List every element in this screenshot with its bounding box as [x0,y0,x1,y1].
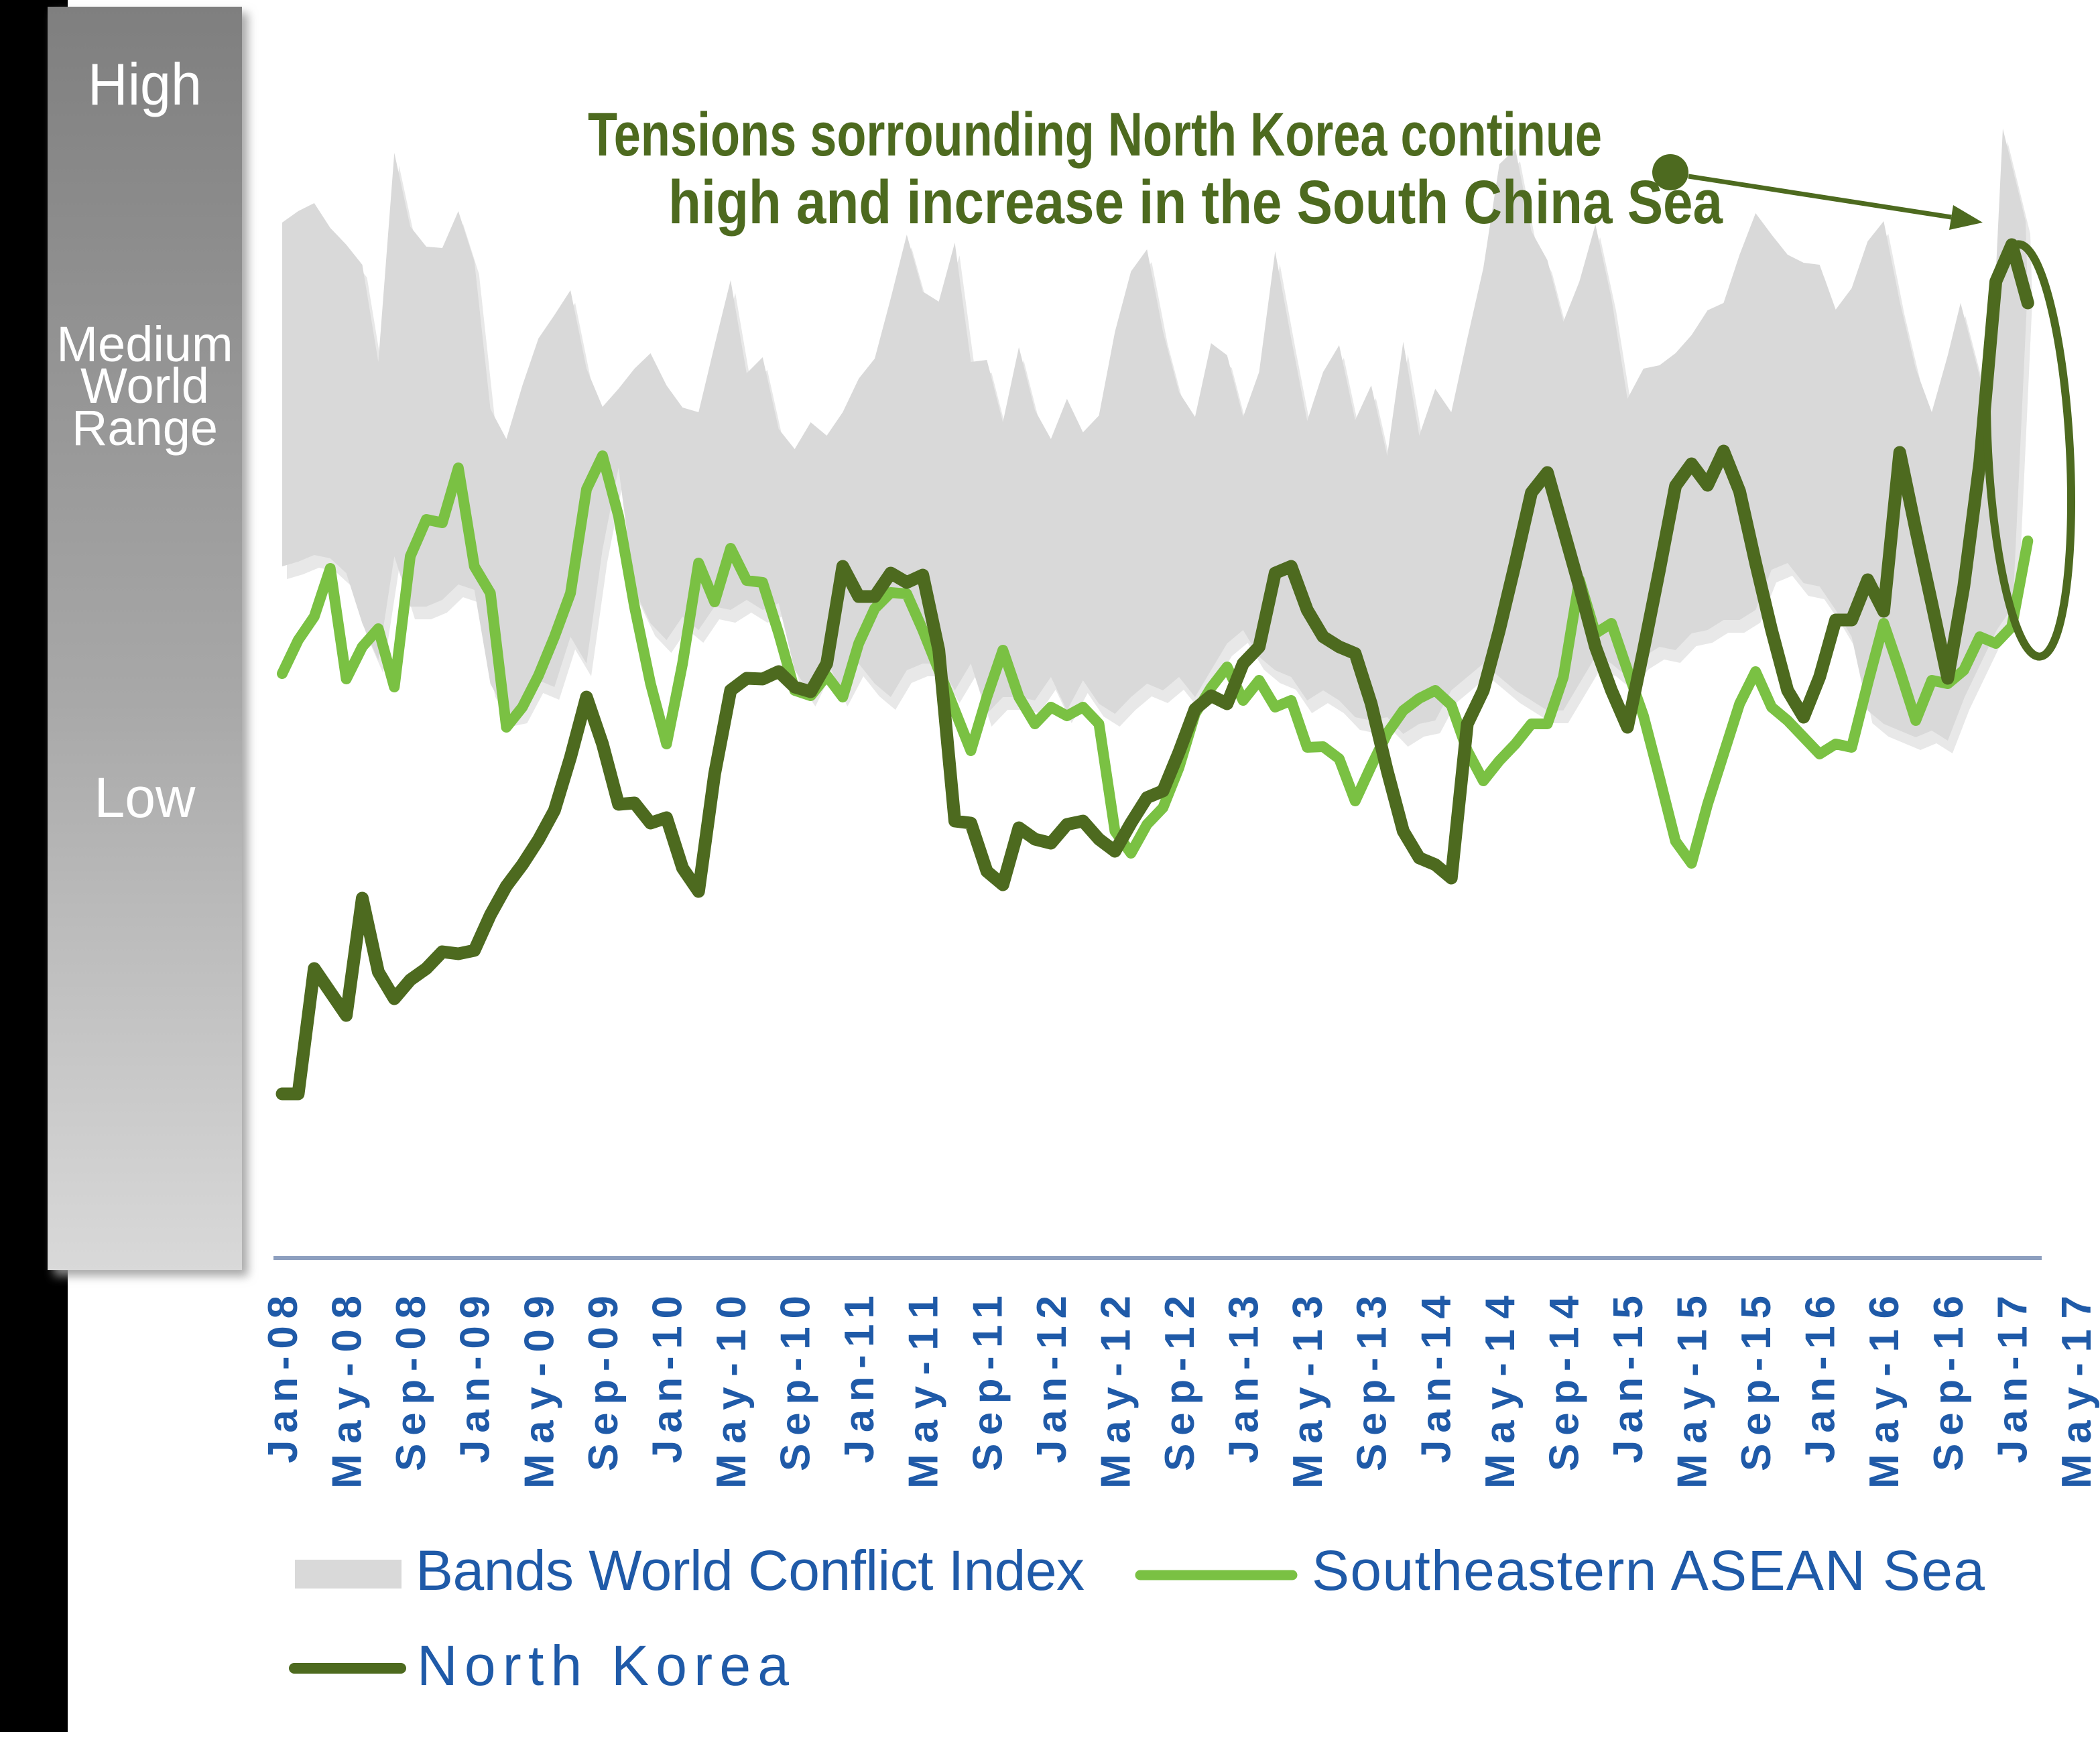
svg-text:high and increase in the South: high and increase in the South China Sea [668,168,1723,237]
svg-text:May-15: May-15 [1670,1296,1716,1489]
svg-text:May-12: May-12 [1093,1296,1139,1489]
svg-text:Jan-15: Jan-15 [1605,1296,1652,1463]
svg-text:Sep-12: Sep-12 [1157,1296,1203,1471]
svg-text:Southeastern ASEAN Sea: Southeastern ASEAN Sea [1312,1539,1985,1602]
svg-text:Jan-13: Jan-13 [1221,1296,1268,1463]
svg-text:Sep-09: Sep-09 [580,1296,627,1471]
svg-text:Sep-16: Sep-16 [1926,1296,1972,1471]
svg-text:May-13: May-13 [1285,1296,1331,1489]
svg-text:Jan-10: Jan-10 [644,1296,690,1463]
svg-text:May-17: May-17 [2054,1296,2100,1489]
svg-text:Sep-11: Sep-11 [965,1296,1011,1471]
svg-text:May-16: May-16 [1861,1296,1908,1489]
svg-text:Jan-09: Jan-09 [452,1296,499,1463]
svg-text:Jan-14: Jan-14 [1413,1295,1459,1463]
svg-text:May-14: May-14 [1477,1295,1524,1489]
svg-text:May-08: May-08 [324,1296,371,1489]
svg-text:Sep-08: Sep-08 [388,1296,434,1471]
svg-text:Jan-16: Jan-16 [1798,1296,1844,1463]
svg-text:Sep-14: Sep-14 [1541,1295,1587,1471]
svg-text:May-11: May-11 [901,1296,947,1489]
svg-text:Jan-11: Jan-11 [837,1296,883,1463]
svg-text:Range: Range [72,400,218,456]
svg-text:Jan-17: Jan-17 [1989,1296,2036,1463]
svg-text:Tensions sorrounding North Kor: Tensions sorrounding North Korea continu… [588,101,1602,169]
svg-text:High: High [88,51,202,117]
svg-text:Sep-13: Sep-13 [1349,1296,1396,1471]
svg-text:May-10: May-10 [708,1296,755,1489]
svg-text:May-09: May-09 [516,1296,562,1489]
svg-text:Medium: Medium [56,316,233,372]
svg-text:Bands World Conflict Index: Bands World Conflict Index [416,1539,1085,1602]
svg-text:Jan-08: Jan-08 [260,1296,306,1463]
svg-text:Sep-15: Sep-15 [1733,1296,1780,1471]
svg-text:Jan-12: Jan-12 [1029,1296,1075,1463]
svg-text:Low: Low [95,766,196,829]
svg-text:Sep-10: Sep-10 [773,1296,819,1471]
svg-text:North Korea: North Korea [417,1634,789,1697]
svg-text:World: World [80,358,209,414]
